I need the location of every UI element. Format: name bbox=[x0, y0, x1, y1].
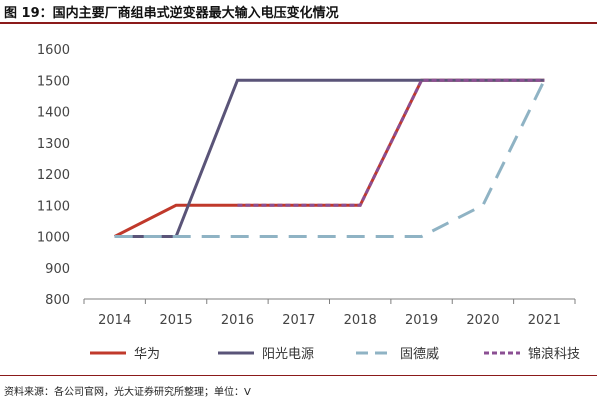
series-line-0 bbox=[114, 78, 545, 238]
legend-label: 华为 bbox=[134, 347, 160, 362]
y-tick-label: 1100 bbox=[37, 199, 70, 214]
legend-item-0: 华为 bbox=[90, 347, 160, 362]
y-tick-label: 1600 bbox=[37, 43, 70, 58]
source-note: 资料来源：各公司官网，光大证券研究所整理；单位：V bbox=[4, 387, 251, 398]
y-tick-label: 800 bbox=[45, 293, 70, 308]
x-tick-label: 2019 bbox=[405, 313, 438, 328]
legend: 华为 阳光电源 固德威 锦浪科技 bbox=[90, 347, 580, 362]
x-tick-label: 2018 bbox=[344, 313, 377, 328]
legend-item-2: 固德威 bbox=[356, 347, 439, 362]
legend-item-1: 阳光电源 bbox=[218, 347, 314, 362]
legend-label: 固德威 bbox=[400, 347, 439, 362]
y-tick-label: 1300 bbox=[37, 137, 70, 152]
y-tick-label: 1400 bbox=[37, 106, 70, 121]
series-lines bbox=[114, 78, 546, 238]
x-tick-label: 2021 bbox=[528, 313, 561, 328]
y-tick-label: 1500 bbox=[37, 74, 70, 89]
x-tick-label: 2014 bbox=[98, 313, 131, 328]
x-tick-label: 2015 bbox=[160, 313, 193, 328]
series-line-2 bbox=[114, 79, 546, 238]
legend-item-3: 锦浪科技 bbox=[484, 347, 580, 362]
series-line-3 bbox=[237, 78, 545, 207]
y-tick-label: 1000 bbox=[37, 231, 70, 246]
series-line-1 bbox=[114, 78, 545, 238]
legend-label: 阳光电源 bbox=[262, 347, 314, 362]
chart-axes bbox=[83, 298, 576, 304]
chart-title: 图 19：国内主要厂商组串式逆变器最大输入电压变化情况 bbox=[4, 6, 339, 21]
x-tick-label: 2017 bbox=[282, 313, 315, 328]
x-tick-label: 2020 bbox=[466, 313, 499, 328]
tick-labels: 800 900 1000 1100 1200 1300 1400 1500 1600 2014 20… bbox=[37, 43, 561, 328]
source-divider bbox=[0, 375, 597, 376]
legend-label: 锦浪科技 bbox=[528, 347, 580, 362]
y-tick-label: 900 bbox=[45, 262, 70, 277]
title-divider bbox=[0, 22, 597, 24]
x-tick-label: 2016 bbox=[221, 313, 254, 328]
y-tick-label: 1200 bbox=[37, 168, 70, 183]
